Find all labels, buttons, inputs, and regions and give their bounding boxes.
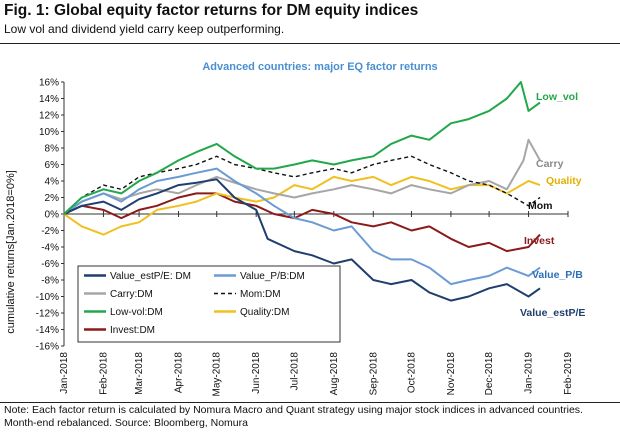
end-label-value-estp-e: Value_estP/E <box>520 307 585 319</box>
legend-label-value-estp-e-dm: Value_estP/E: DM <box>110 271 191 282</box>
y-tick-label: 2% <box>45 193 60 204</box>
x-tick-label: Feb-2018 <box>98 352 109 395</box>
y-axis-label: cumulative returns[Jan.2018=0%] <box>5 170 17 334</box>
y-tick-label: -12% <box>36 309 59 320</box>
series-end-labels: Value_estP/E Value_P/B Carry Mom Low_vol Qual… <box>520 91 585 319</box>
end-label-quality: Quality <box>546 175 582 187</box>
bottom-divider <box>0 402 620 403</box>
legend-label-value-p-b-dm: Value_P/B:DM <box>240 271 305 282</box>
series-line-value-estp-e-dm <box>63 178 541 302</box>
y-tick-label: 16% <box>39 78 59 89</box>
series-lines <box>63 81 541 302</box>
y-tick-label: 0% <box>45 210 60 221</box>
chart-title: Advanced countries: major EQ factor retu… <box>202 61 437 73</box>
y-tick-label: -6% <box>41 259 59 270</box>
series-line-invest-dm <box>63 192 541 253</box>
axes: 16% 14% 12% 10% 8% 6% 4% 2% 0% -2% -4% -6% -8% -10% -1… <box>36 78 574 397</box>
x-tick-label: Mar-2018 <box>134 352 145 395</box>
y-tick-label: -16% <box>36 342 59 353</box>
series-line-carry-dm <box>63 138 541 215</box>
end-label-low-vol: Low_vol <box>536 91 578 103</box>
legend: Value_estP/E: DM Value_P/B:DM Carry:DM Mom:… <box>77 265 341 343</box>
x-tick-label: Feb-2019 <box>563 352 574 395</box>
y-tick-label: 4% <box>45 177 60 188</box>
legend-label-mom-dm: Mom:DM <box>240 289 281 300</box>
series-line-low-vol-dm <box>63 81 541 215</box>
legend-box <box>77 265 341 343</box>
end-label-mom: Mom <box>528 200 553 212</box>
legend-label-low-vol-dm: Low-vol:DM <box>110 307 163 318</box>
x-tick-label: Jul-2018 <box>289 352 300 391</box>
figure-subtitle: Low vol and dividend yield carry keep ou… <box>4 22 285 36</box>
x-tick-label: Jun-2018 <box>251 352 262 394</box>
top-divider <box>0 43 620 44</box>
end-label-invest: Invest <box>524 235 555 247</box>
figure-title: Fig. 1: Global equity factor returns for… <box>4 2 419 19</box>
x-tick-label: Sep-2018 <box>368 352 379 396</box>
x-tick-label: Aug-2018 <box>329 352 340 396</box>
y-tick-label: 12% <box>39 111 59 122</box>
y-tick-label: 10% <box>39 127 59 138</box>
legend-label-invest-dm: Invest:DM <box>110 325 155 336</box>
footnote: Note: Each factor return is calculated b… <box>4 404 583 429</box>
factor-returns-chart: Advanced countries: major EQ factor retu… <box>5 61 585 397</box>
x-tick-label: Nov-2018 <box>446 352 457 396</box>
y-tick-label: 14% <box>39 94 59 105</box>
y-tick-label: -2% <box>41 226 59 237</box>
x-tick-label: Apr-2018 <box>174 352 185 394</box>
end-label-value-p-b: Value_P/B <box>532 269 583 281</box>
x-tick-label: Dec-2018 <box>484 352 495 396</box>
legend-label-quality-dm: Quality:DM <box>240 307 289 318</box>
series-line-mom-dm <box>63 155 541 215</box>
end-label-carry: Carry <box>536 158 564 170</box>
y-tick-label: -8% <box>41 276 59 287</box>
legend-label-carry-dm: Carry:DM <box>110 289 153 300</box>
y-tick-label: -10% <box>36 292 59 303</box>
y-tick-label: -4% <box>41 243 59 254</box>
x-tick-label: May-2018 <box>212 352 223 397</box>
y-tick-label: -14% <box>36 325 59 336</box>
x-tick-label: Oct-2018 <box>406 352 417 394</box>
x-tick-label: Jan-2019 <box>524 352 535 394</box>
series-line-value-p-b-dm <box>63 167 541 286</box>
y-tick-label: 6% <box>45 160 60 171</box>
x-tick-label: Jan-2018 <box>59 352 70 394</box>
y-tick-label: 8% <box>45 144 60 155</box>
